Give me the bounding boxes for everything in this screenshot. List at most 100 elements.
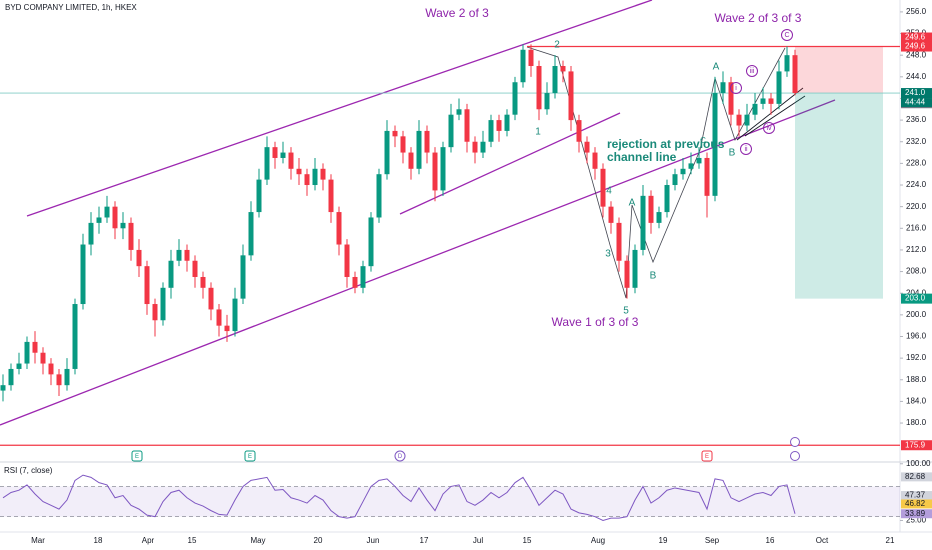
- candle-body: [0, 385, 6, 391]
- candle-body: [776, 71, 782, 104]
- candle-body: [760, 98, 766, 104]
- x-tick-label: Mar: [31, 536, 45, 545]
- x-tick-label: 15: [188, 536, 197, 545]
- candle-body: [440, 147, 446, 191]
- candle-body: [680, 168, 686, 175]
- annotation: iii: [750, 68, 755, 75]
- candle-body: [504, 114, 510, 131]
- candle-body: [16, 363, 22, 369]
- candle-body: [720, 82, 726, 94]
- rsi-tag-label: 46.82: [905, 499, 926, 508]
- y-tick-label: 180.0: [906, 418, 927, 427]
- candle-body: [328, 179, 334, 213]
- y-tick-label: 204.0: [906, 288, 927, 297]
- candle-body: [584, 141, 590, 153]
- candle-body: [536, 66, 542, 110]
- candle-body: [544, 93, 550, 110]
- candle-body: [752, 103, 758, 115]
- event-icon: [394, 450, 406, 462]
- candle-body: [400, 136, 406, 153]
- candle-body: [472, 141, 478, 153]
- event-icon: [131, 450, 143, 462]
- candle-body: [632, 249, 638, 288]
- annotation: iv: [766, 125, 772, 132]
- y-tick-label: 232.0: [906, 137, 927, 146]
- price-tag-label: 203.0: [905, 294, 926, 303]
- candle-body: [488, 120, 494, 142]
- x-tick-label: Sep: [705, 536, 720, 545]
- candle-body: [784, 55, 790, 72]
- candle-body: [408, 152, 414, 169]
- candle-body: [224, 325, 230, 332]
- candle-body: [312, 168, 318, 186]
- annotation: B: [729, 148, 736, 159]
- x-tick-label: Oct: [816, 536, 829, 545]
- x-tick-label: Jul: [473, 536, 483, 545]
- candle-body: [560, 66, 566, 72]
- annotation: ii: [744, 146, 748, 153]
- event-letter: E: [705, 454, 709, 460]
- candle-body: [664, 185, 670, 213]
- annotation: 3: [605, 249, 611, 260]
- channel-lower: [0, 99, 836, 426]
- candle-body: [712, 93, 718, 196]
- candle-body: [656, 212, 662, 223]
- price-tag-label: 175.9: [905, 440, 926, 449]
- candle-body: [96, 217, 102, 223]
- wave-circle: [730, 82, 742, 94]
- candle-body: [168, 260, 174, 288]
- price-tag: [901, 41, 932, 52]
- event-letter: E: [248, 454, 252, 460]
- annotation: Wave 1 of 3 of 3: [552, 315, 639, 329]
- candle-body: [728, 82, 734, 115]
- candle-body: [352, 276, 358, 288]
- candle-body: [8, 368, 14, 386]
- price-tag: [901, 293, 932, 304]
- candle-body: [320, 168, 326, 180]
- candle-body: [600, 168, 606, 207]
- candle-body: [648, 195, 654, 223]
- candle-body: [40, 352, 46, 364]
- y-tick-label: 236.0: [906, 115, 927, 124]
- candle-body: [576, 120, 582, 142]
- y-tick-label: 220.0: [906, 202, 927, 211]
- wave-circle: [763, 122, 775, 134]
- candle-body: [128, 222, 134, 250]
- countdown-box: [901, 98, 932, 108]
- candle-body: [736, 114, 742, 126]
- candle-body: [672, 174, 678, 186]
- candle-body: [368, 217, 374, 267]
- candle-body: [256, 179, 262, 213]
- candle-body: [208, 287, 214, 310]
- event-letter: E: [135, 454, 139, 460]
- candle-body: [160, 287, 166, 321]
- event-icon: [790, 437, 800, 447]
- candle-body: [136, 249, 142, 267]
- candle-body: [624, 260, 630, 288]
- candle-body: [464, 109, 470, 142]
- reward-zone: [795, 93, 883, 299]
- candle-body: [512, 82, 518, 115]
- countdown: 44:44: [905, 98, 926, 107]
- y-tick-label: 192.0: [906, 353, 927, 362]
- y-tick-label: 200.0: [906, 310, 927, 319]
- annotation: 1: [535, 127, 541, 138]
- x-tick-label: Jun: [367, 536, 380, 545]
- x-tick-label: 15: [523, 536, 532, 545]
- rsi-tag: [901, 491, 932, 501]
- candle-body: [272, 147, 278, 158]
- rsi-tag-label: 82.68: [905, 472, 926, 481]
- candle-body: [248, 212, 254, 256]
- candle-body: [152, 304, 158, 321]
- candle-body: [376, 174, 382, 218]
- rsi-tag: [901, 499, 932, 509]
- candle-body: [80, 244, 86, 305]
- candle-body: [384, 130, 390, 175]
- annotation: rejection at previous: [607, 137, 725, 151]
- wedge-line: [744, 95, 806, 137]
- x-tick-label: May: [250, 536, 265, 545]
- y-tick-label: 184.0: [906, 397, 927, 406]
- x-tick-label: 17: [420, 536, 429, 545]
